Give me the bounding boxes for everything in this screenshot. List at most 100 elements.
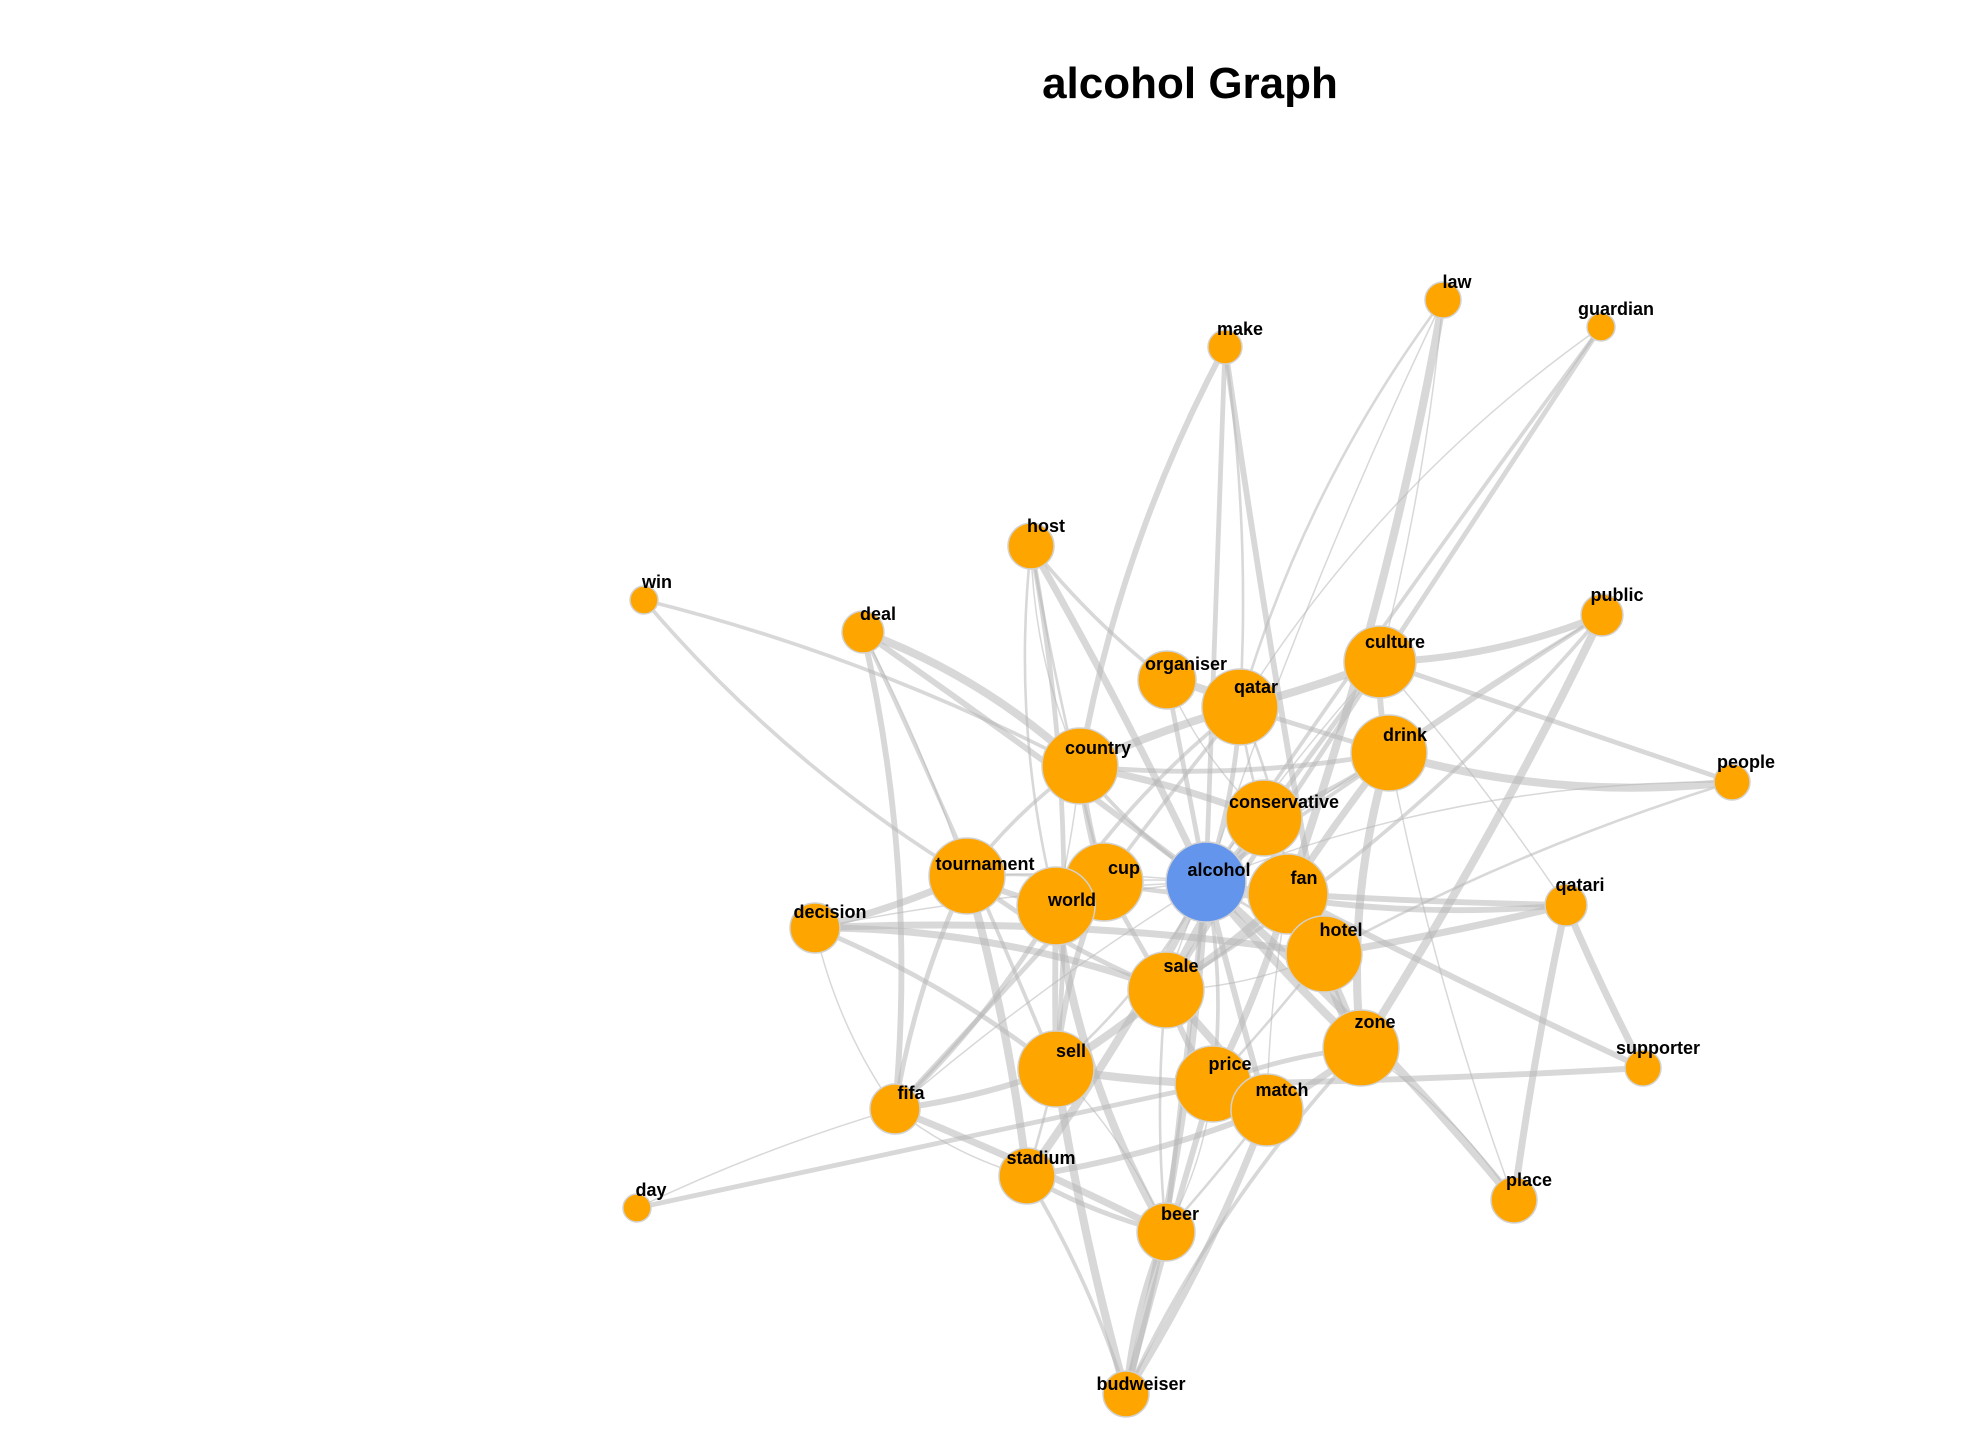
node-deal (841, 610, 885, 654)
node-label-fan: fan (1291, 868, 1318, 888)
node-label-stadium: stadium (1006, 1148, 1075, 1168)
node-hotel (1285, 915, 1363, 993)
edge-country-drink (1077, 750, 1392, 774)
node-day (622, 1193, 652, 1223)
edge-sell-budweiser (1051, 1064, 1131, 1399)
edge-qatar-law (1238, 298, 1445, 709)
node-decision (789, 902, 841, 954)
edge-zone-public (1356, 610, 1607, 1053)
node-sale (1127, 951, 1205, 1029)
node-label-hotel: hotel (1320, 920, 1363, 940)
edge-day-price (634, 1081, 1216, 1211)
node-label-supporter: supporter (1616, 1038, 1700, 1058)
edge-alcohol-fifa (894, 881, 1207, 1110)
node-label-decision: decision (793, 902, 866, 922)
graph-title: alcohol Graph (1042, 59, 1338, 108)
node-label-law: law (1442, 272, 1472, 292)
node-sell (1017, 1030, 1095, 1108)
node-label-organiser: organiser (1145, 654, 1227, 674)
node-qatari (1544, 883, 1588, 927)
node-label-people: people (1717, 752, 1775, 772)
node-win (629, 585, 659, 615)
edge-country-win (642, 598, 1082, 768)
node-label-country: country (1065, 738, 1131, 758)
edge-match-budweiser (1122, 1106, 1271, 1398)
node-label-tournament: tournament (936, 854, 1035, 874)
edge-host-sell (1028, 543, 1067, 1072)
node-zone (1322, 1009, 1400, 1087)
edge-budweiser-stadium (1025, 1174, 1128, 1396)
node-label-culture: culture (1365, 632, 1425, 652)
node-place (1490, 1176, 1538, 1224)
node-law (1424, 281, 1462, 319)
edge-people-hotel (1322, 780, 1734, 956)
node-label-fifa: fifa (898, 1083, 926, 1103)
node-label-budweiser: budweiser (1096, 1374, 1185, 1394)
edge-tournament-stadium (962, 871, 1032, 1181)
node-label-day: day (635, 1180, 666, 1200)
node-label-conservative: conservative (1229, 792, 1339, 812)
node-culture (1343, 625, 1417, 699)
edge-alcohol-make (1203, 344, 1228, 885)
node-label-host: host (1027, 516, 1065, 536)
node-label-drink: drink (1383, 725, 1428, 745)
node-label-world: world (1047, 890, 1096, 910)
edge-alcohol-deal (860, 629, 1209, 885)
node-world (1016, 866, 1096, 946)
node-match (1230, 1073, 1304, 1147)
node-guardian (1586, 312, 1616, 342)
node-label-sell: sell (1056, 1041, 1086, 1061)
node-label-alcohol: alcohol (1187, 860, 1250, 880)
node-label-make: make (1217, 319, 1263, 339)
node-label-match: match (1255, 1080, 1308, 1100)
node-label-place: place (1506, 1170, 1552, 1190)
node-drink (1350, 714, 1428, 792)
edge-fifa-deal (860, 629, 905, 1112)
node-fan (1247, 853, 1329, 935)
node-country (1041, 727, 1119, 805)
node-label-guardian: guardian (1578, 299, 1654, 319)
edge-world-host (1023, 544, 1058, 908)
edge-public-sale (1164, 613, 1604, 992)
edge-culture-people (1377, 659, 1735, 785)
node-supporter (1624, 1049, 1662, 1087)
edge-law-fan (1283, 295, 1448, 899)
node-label-qatar: qatar (1234, 677, 1278, 697)
edge-make-country (1077, 344, 1228, 769)
edge-tournament-win (642, 598, 969, 878)
edge-alcohol-decision (814, 881, 1207, 929)
node-host (1007, 522, 1055, 570)
node-beer (1136, 1202, 1196, 1262)
node-budweiser (1102, 1370, 1150, 1418)
node-label-deal: deal (860, 604, 896, 624)
node-label-sale: sale (1163, 956, 1198, 976)
node-label-price: price (1208, 1054, 1251, 1074)
edge-alcohol-host (1027, 542, 1210, 886)
edge-budweiser-zone (1124, 1046, 1363, 1396)
node-label-beer: beer (1161, 1204, 1199, 1224)
node-fifa (869, 1083, 921, 1135)
labels-layer: alcohol cup world tournament country organise… (635, 272, 1775, 1394)
edge-qatari-place (1510, 901, 1570, 1204)
edge-drink-people (1384, 748, 1737, 792)
node-label-qatari: qatari (1555, 875, 1604, 895)
edge-fifa-decision (814, 927, 896, 1110)
node-people (1713, 763, 1751, 801)
edge-culture-qatari (1379, 661, 1567, 906)
node-conservative (1225, 779, 1303, 857)
node-tournament (928, 837, 1006, 915)
node-make (1207, 329, 1243, 365)
node-label-win: win (641, 572, 672, 592)
edge-fifa-day (636, 1108, 896, 1209)
node-stadium (998, 1147, 1056, 1205)
node-label-public: public (1591, 585, 1644, 605)
node-label-zone: zone (1354, 1012, 1395, 1032)
edge-alcohol-stadium (1022, 877, 1211, 1181)
nodes-layer (622, 281, 1751, 1418)
node-label-cup: cup (1108, 858, 1140, 878)
node-public (1580, 593, 1624, 637)
node-organiser (1137, 650, 1197, 710)
node-alcohol (1165, 841, 1247, 923)
node-qatar (1201, 668, 1279, 746)
